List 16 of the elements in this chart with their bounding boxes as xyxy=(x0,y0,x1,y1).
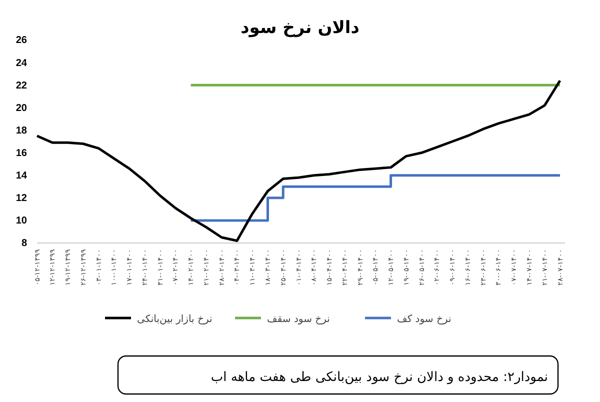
y-tick-label: 24 xyxy=(16,58,28,69)
text: نمودار۲: محدوده و دالان نرخ سود بین‌بانکی طی هفت ماهه اب xyxy=(210,370,548,385)
y-tick-label: 20 xyxy=(16,102,28,114)
y-tick-label: 16 xyxy=(16,148,28,159)
y-tick-label: 18 xyxy=(16,125,28,136)
y-tick-label: 8 xyxy=(21,238,28,250)
chart-title: دالان نرخ سود xyxy=(240,18,360,38)
y-tick-label: 26 xyxy=(16,35,28,46)
y-tick-label: 22 xyxy=(16,80,28,92)
y-tick-label: 10 xyxy=(16,216,28,227)
y-tick-label: 14 xyxy=(16,170,28,182)
y-tick-label: 12 xyxy=(16,193,28,204)
line-series xyxy=(36,79,562,242)
legend-label: نرخ سود سقف xyxy=(267,314,330,325)
legend-label: نرخ سود کف xyxy=(397,314,452,325)
legend-label: نرخ بازار بین‌بانکی xyxy=(137,314,212,325)
